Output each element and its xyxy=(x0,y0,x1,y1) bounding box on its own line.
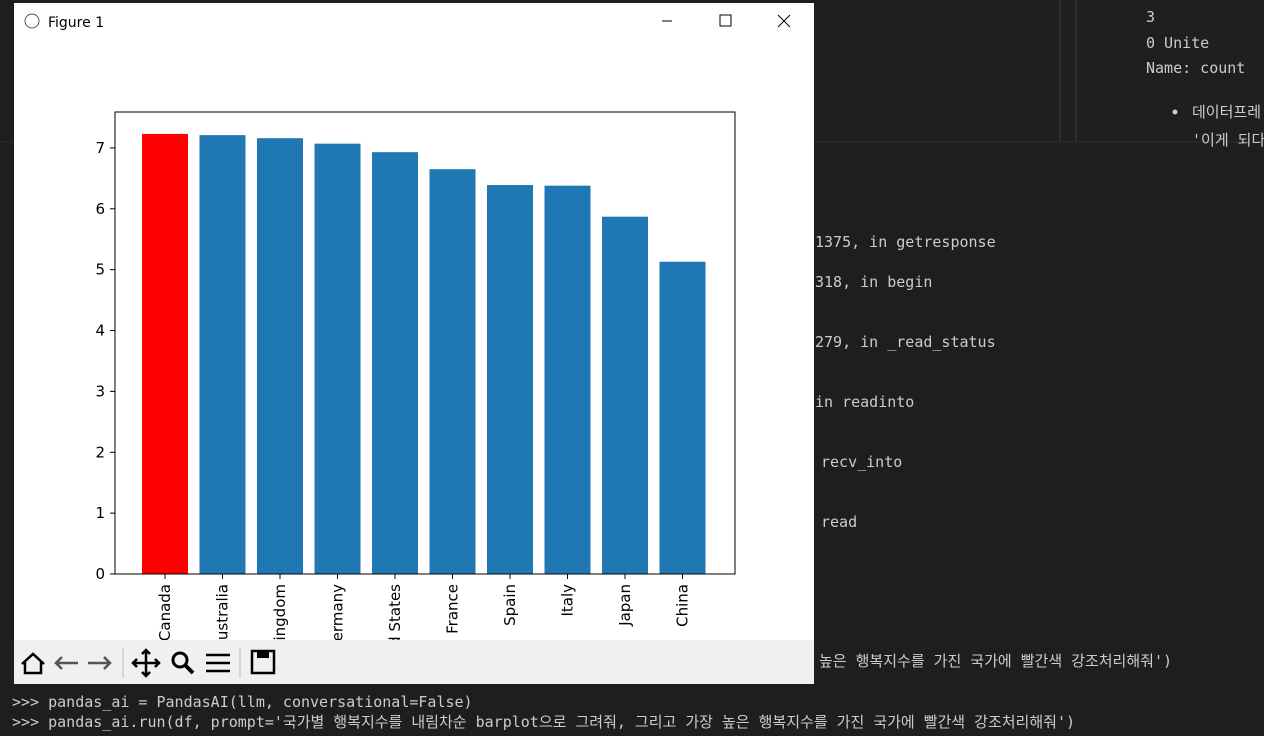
bar xyxy=(487,185,533,575)
x-tick-label: Australia xyxy=(214,584,232,650)
y-tick-label: 7 xyxy=(95,139,105,157)
bar xyxy=(199,135,246,574)
x-tick-label: Spain xyxy=(501,584,519,626)
panel-bullet: '이게 되다 xyxy=(1192,131,1264,149)
y-tick-label: 0 xyxy=(95,565,105,583)
back-button[interactable] xyxy=(54,656,78,670)
terminal-line: >>> pandas_ai = PandasAI(llm, conversati… xyxy=(12,693,473,711)
x-tick-label: Italy xyxy=(559,584,577,617)
bar xyxy=(429,169,476,574)
home-button[interactable] xyxy=(21,652,45,675)
pan-button[interactable] xyxy=(131,648,161,678)
x-tick-label: Germany xyxy=(329,584,347,653)
configure-button[interactable] xyxy=(206,653,230,673)
y-tick-label: 4 xyxy=(95,322,105,340)
bar xyxy=(544,185,591,575)
forward-button[interactable] xyxy=(88,656,112,670)
y-tick-label: 5 xyxy=(95,261,105,279)
terminal-text: 318, in begin xyxy=(815,273,932,291)
panel-line: 0 Unite xyxy=(1146,34,1209,52)
zoom-handle xyxy=(183,663,195,675)
terminal-text: recv_into xyxy=(821,453,902,471)
terminal-text: 279, in _read_status xyxy=(815,333,996,351)
panel-bullet: 데이터프레 xyxy=(1192,103,1261,121)
terminal-text: 1375, in getresponse xyxy=(815,233,996,251)
x-tick-label: China xyxy=(674,584,692,627)
maximize-button[interactable] xyxy=(719,14,732,27)
bar xyxy=(372,152,418,574)
bullet xyxy=(1172,109,1178,115)
terminal-text: 높은 행복지수를 가진 국가에 빨간색 강조처리해줘') xyxy=(819,652,1172,670)
zoom-button[interactable] xyxy=(171,651,189,669)
terminal-text: in readinto xyxy=(815,393,914,411)
terminal-line: >>> pandas_ai.run(df, prompt='국가별 행복지수를 … xyxy=(12,713,1075,731)
panel-line: Name: count xyxy=(1146,59,1245,77)
x-tick-label: Japan xyxy=(616,584,634,627)
bar xyxy=(314,143,361,575)
app-icon xyxy=(24,13,40,29)
x-tick-label: France xyxy=(444,584,462,634)
bar xyxy=(142,133,188,575)
panel-line: 3 xyxy=(1146,8,1155,26)
bar xyxy=(602,216,648,574)
close-button[interactable] xyxy=(777,14,791,28)
x-tick-label: Canada xyxy=(156,584,174,641)
window-title: Figure 1 xyxy=(48,15,104,31)
x-tick-label: United States xyxy=(386,584,404,686)
bar xyxy=(257,138,303,574)
save-icon-part xyxy=(257,651,269,658)
y-tick-label: 2 xyxy=(95,443,105,461)
terminal-text: read xyxy=(821,513,857,531)
y-tick-label: 3 xyxy=(95,382,105,400)
y-tick-label: 1 xyxy=(95,504,105,522)
axes-frame xyxy=(114,111,736,575)
x-tick-label: United Kingdom xyxy=(271,584,289,704)
plot: 0 1 2 3 4 5 6 7 Canada Australia United Kingdom Ger… xyxy=(95,111,736,704)
side-panel xyxy=(814,0,1264,142)
bar xyxy=(659,261,706,574)
y-tick-label: 6 xyxy=(95,200,105,218)
